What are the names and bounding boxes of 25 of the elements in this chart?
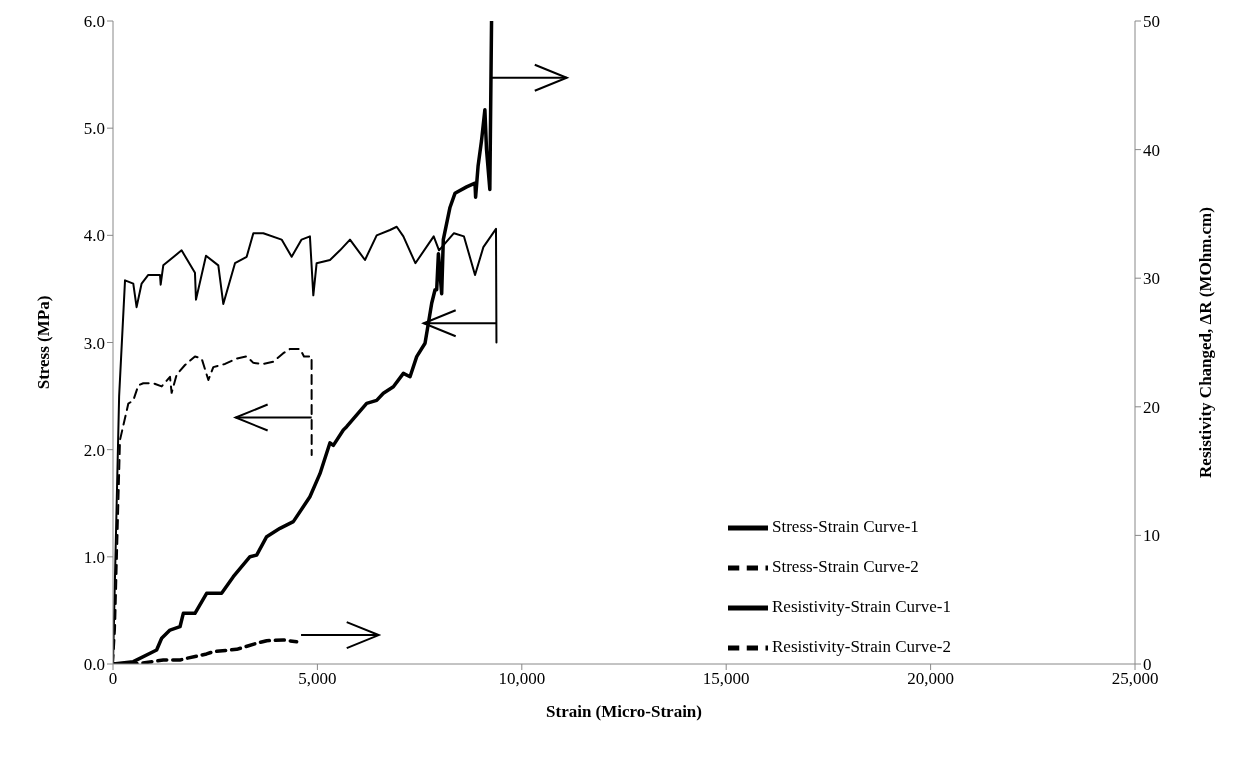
legend-label: Resistivity-Strain Curve-2 bbox=[772, 636, 951, 656]
y2-tick-label: 30 bbox=[1143, 269, 1160, 289]
y2-tick-label: 50 bbox=[1143, 12, 1160, 32]
x-tick-label: 10,000 bbox=[498, 669, 546, 689]
x-tick-label: 5,000 bbox=[298, 669, 337, 689]
y-tick-label: 1.0 bbox=[83, 547, 105, 567]
y-tick-label: 5.0 bbox=[83, 119, 105, 139]
y2-tick-label: 10 bbox=[1143, 526, 1160, 546]
x-tick-label: 15,000 bbox=[702, 669, 750, 689]
y-tick-label: 4.0 bbox=[83, 226, 105, 246]
y2-tick-label: 40 bbox=[1143, 140, 1160, 160]
y-tick-label: 0.0 bbox=[83, 655, 105, 675]
legend-label: Stress-Strain Curve-2 bbox=[772, 556, 919, 576]
x-tick-label: 20,000 bbox=[907, 669, 954, 689]
y-tick-label: 6.0 bbox=[83, 12, 105, 32]
y-axis-title: Stress (MPa) bbox=[34, 295, 54, 390]
y2-tick-label: 20 bbox=[1143, 397, 1160, 417]
x-tick-label: 25,000 bbox=[1111, 669, 1159, 689]
y-tick-label: 2.0 bbox=[83, 440, 105, 460]
y2-axis-title: Resistivity Changed, ΔR (MOhm.cm) bbox=[1196, 207, 1216, 478]
x-tick-label: 0 bbox=[108, 669, 118, 689]
y-tick-label: 3.0 bbox=[83, 333, 105, 353]
x-axis-title: Strain (Micro-Strain) bbox=[546, 702, 702, 721]
legend-label: Resistivity-Strain Curve-1 bbox=[772, 596, 951, 616]
legend-label: Stress-Strain Curve-1 bbox=[772, 516, 919, 536]
